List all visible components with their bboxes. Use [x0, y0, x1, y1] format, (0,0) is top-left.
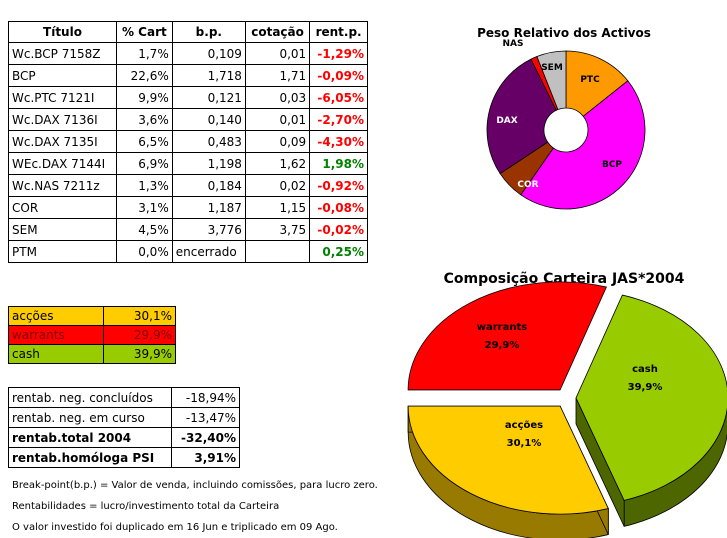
holdings-table: Título % Cart b.p. cotação rent.p. Wc.BC… — [8, 21, 368, 263]
donut-slice-bcp — [520, 80, 646, 210]
table-row: Wc.BCP 7158Z 1,7% 0,109 0,01 -1,29% — [8, 42, 368, 65]
cell-rent: -4,30% — [309, 130, 368, 153]
allocation-value: 29,9% — [103, 325, 176, 345]
cell-titulo: SEM — [8, 218, 117, 241]
pie3d-slice-cash — [575, 294, 727, 501]
returns-row: rentab.total 2004 -32,40% — [7, 427, 240, 448]
note-invested: O valor investido foi duplicado em 16 Ju… — [12, 522, 338, 533]
donut-label-dax: DAX — [496, 116, 517, 126]
returns-table: rentab. neg. concluídos -18,94% rentab. n… — [7, 387, 240, 468]
table-row: Wc.DAX 7136I 3,6% 0,140 0,01 -2,70% — [8, 108, 368, 131]
cell-rent: -1,29% — [309, 42, 368, 65]
cell-rent: -6,05% — [309, 86, 368, 109]
cell-titulo: Wc.DAX 7136I — [8, 108, 117, 131]
cell-bp: encerrado — [171, 240, 246, 263]
cell-rent: -0,92% — [309, 174, 368, 197]
returns-label: rentab. neg. concluídos — [7, 387, 173, 408]
chart-title-peso: Peso Relativo dos Activos — [477, 26, 651, 40]
holdings-header-row: Título % Cart b.p. cotação rent.p. — [8, 21, 368, 43]
cell-cotacao: 0,01 — [244, 42, 311, 65]
table-row: Wc.NAS 7211z 1,3% 0,184 0,02 -0,92% — [8, 174, 368, 197]
table-row: PTM 0,0% encerrado 0,25% — [8, 240, 368, 263]
cell-bp: 1,718 — [171, 64, 246, 87]
cell-cart: 0,0% — [115, 240, 173, 263]
returns-value: -13,47% — [171, 407, 240, 428]
pie3d-value-cash: 39,9% — [628, 382, 663, 393]
allocation-row: warrants 29,9% — [7, 325, 176, 345]
pie3d-label-cash: cash — [632, 364, 658, 375]
note-breakpoint: Break-point(b.p.) = Valor de venda, incl… — [12, 480, 378, 491]
returns-label: rentab.homóloga PSI — [7, 447, 173, 468]
returns-row: rentab. neg. em curso -13,47% — [7, 407, 240, 428]
chart-title-composicao: Composição Carteira JAS*2004 — [444, 271, 685, 287]
allocation-value: 30,1% — [103, 306, 176, 326]
allocation-label: acções — [7, 306, 105, 326]
donut-chart: PTMPTCBCPCORDAXNASSEM — [486, 39, 646, 210]
cell-cotacao: 3,75 — [244, 218, 311, 241]
allocation-row: acções 30,1% — [7, 306, 176, 326]
returns-label: rentab. neg. em curso — [7, 407, 173, 428]
cell-bp: 0,121 — [171, 86, 246, 109]
returns-value: 3,91% — [171, 447, 240, 468]
allocation-label: cash — [7, 344, 105, 364]
pie3d-slice-acções — [407, 405, 609, 515]
donut-label-sem: SEM — [541, 63, 563, 73]
donut-label-ptc: PTC — [580, 75, 600, 85]
cell-rent: -2,70% — [309, 108, 368, 131]
cell-titulo: Wc.PTC 7121I — [8, 86, 117, 109]
returns-row: rentab. neg. concluídos -18,94% — [7, 387, 240, 408]
table-row: SEM 4,5% 3,776 3,75 -0,02% — [8, 218, 368, 241]
returns-row: rentab.homóloga PSI 3,91% — [7, 447, 240, 468]
donut-label-bcp: BCP — [602, 160, 622, 170]
allocation-table: acções 30,1% warrants 29,9% cash 39,9% — [7, 306, 176, 364]
pie3d-slice-warrants — [407, 281, 608, 391]
cell-titulo: Wc.NAS 7211z — [8, 174, 117, 197]
cell-cart: 6,9% — [115, 152, 173, 175]
cell-cotacao: 1,62 — [244, 152, 311, 175]
cell-bp: 1,198 — [171, 152, 246, 175]
cell-cart: 9,9% — [115, 86, 173, 109]
cell-cotacao — [244, 240, 311, 263]
allocation-row: cash 39,9% — [7, 344, 176, 364]
cell-titulo: PTM — [8, 240, 117, 263]
header-rent: rent.p. — [309, 21, 368, 43]
table-row: BCP 22,6% 1,718 1,71 -0,09% — [8, 64, 368, 87]
pie3d-value-warrants: 29,9% — [485, 340, 520, 351]
donut-label-nas: NAS — [503, 39, 524, 49]
pie3d-value-acções: 30,1% — [507, 438, 542, 449]
cell-cart: 6,5% — [115, 130, 173, 153]
pie3d-label-acções: acções — [505, 420, 543, 431]
donut-slice-dax — [486, 58, 557, 175]
cell-rent: 0,25% — [309, 240, 368, 263]
donut-label-cor: COR — [517, 180, 538, 190]
cell-rent: -0,09% — [309, 64, 368, 87]
cell-bp: 3,776 — [171, 218, 246, 241]
allocation-value: 39,9% — [103, 344, 176, 364]
cell-cotacao: 0,02 — [244, 174, 311, 197]
note-rentabilidades: Rentabilidades = lucro/investimento tota… — [12, 501, 280, 512]
donut-slice-sem — [536, 50, 567, 111]
pie3d-label-warrants: warrants — [477, 322, 527, 333]
table-row: Wc.PTC 7121I 9,9% 0,121 0,03 -6,05% — [8, 86, 368, 109]
cell-cart: 3,6% — [115, 108, 173, 131]
cell-rent: 1,98% — [309, 152, 368, 175]
allocation-label: warrants — [7, 325, 105, 345]
cell-titulo: Wc.BCP 7158Z — [8, 42, 117, 65]
cell-cotacao: 1,71 — [244, 64, 311, 87]
pie3d-chart: warrants 29,9% cash 39,9% acções 30,1% — [407, 281, 727, 538]
